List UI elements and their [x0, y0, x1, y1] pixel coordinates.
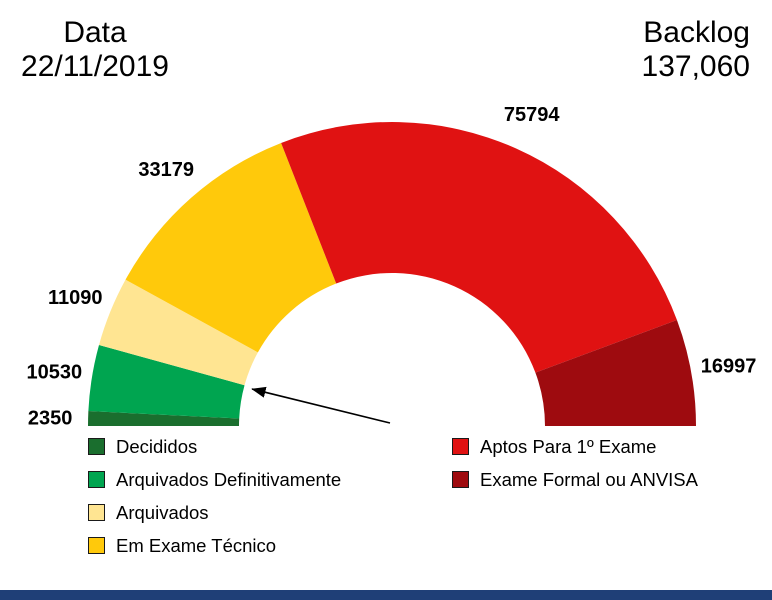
segment-value-label: 11090	[48, 287, 103, 309]
segment-value-label: 75794	[504, 104, 560, 126]
legend-swatch	[88, 438, 105, 455]
legend-item: Arquivados Definitivamente	[88, 469, 341, 490]
legend-left-column: Decididos Arquivados Definitivamente Arq…	[88, 436, 341, 568]
segment-labels-group: 2350 10530 11090 33179 75794 16997	[26, 104, 756, 430]
legend-label: Arquivados	[116, 501, 209, 523]
segment-arquivados	[99, 279, 258, 386]
backlog-label: Backlog	[643, 16, 750, 49]
segment-decididos	[88, 411, 240, 426]
segment-exame-formal-ou-anvisa	[535, 320, 696, 426]
legend-swatch	[88, 537, 105, 554]
legend-swatch	[452, 471, 469, 488]
legend-label: Decididos	[116, 435, 198, 457]
legend-item: Arquivados	[88, 502, 341, 523]
segment-value-label: 16997	[701, 355, 757, 377]
date-value: 22/11/2019	[21, 49, 169, 83]
bottom-blue-bar	[0, 590, 772, 600]
legend-label: Em Exame Técnico	[116, 534, 277, 556]
legend-label: Aptos Para 1º Exame	[480, 435, 657, 457]
legend-swatch	[452, 438, 469, 455]
date-header: Data 22/11/2019	[12, 16, 178, 83]
legend-item: Exame Formal ou ANVISA	[452, 469, 698, 490]
legend-item: Aptos Para 1º Exame	[452, 436, 698, 457]
legend-item: Em Exame Técnico	[88, 535, 341, 556]
segment-value-label: 33179	[138, 159, 194, 181]
segment-value-label: 10530	[26, 362, 82, 384]
legend-swatch	[88, 504, 105, 521]
backlog-arrow	[251, 386, 391, 424]
legend-right-column: Aptos Para 1º Exame Exame Formal ou ANVI…	[452, 436, 698, 502]
date-label: Data	[63, 16, 127, 49]
segment-em-exame-t-cnico	[125, 142, 337, 353]
segment-aptos-para-1-exame	[281, 122, 677, 373]
legend-label: Exame Formal ou ANVISA	[480, 468, 698, 490]
segment-arquivados-definitivamente	[88, 344, 245, 419]
backlog-value: 137,060	[641, 49, 750, 83]
legend-label: Arquivados Definitivamente	[116, 468, 342, 490]
legend-item: Decididos	[88, 436, 341, 457]
segment-value-label: 2350	[28, 408, 73, 430]
segments-group	[88, 122, 696, 426]
legend-swatch	[88, 471, 105, 488]
backlog-header: Backlog 137,060	[642, 16, 750, 83]
